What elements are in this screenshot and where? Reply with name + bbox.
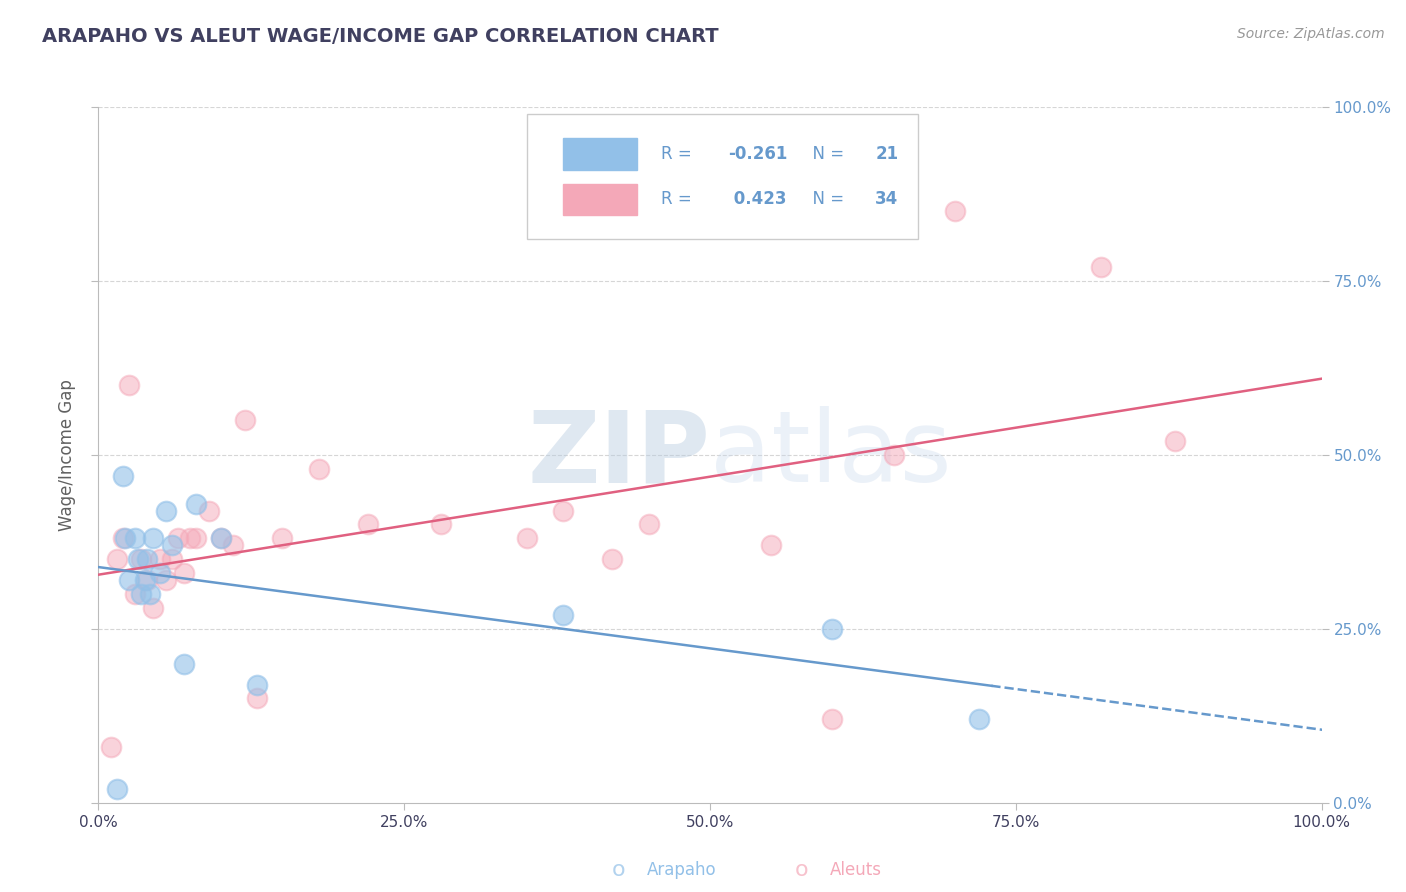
- Point: [129, 587, 152, 601]
- Point: [142, 601, 165, 615]
- Point: [124, 532, 146, 546]
- Point: [111, 468, 134, 483]
- Point: [1090, 260, 1112, 274]
- Point: [553, 503, 575, 517]
- Point: [209, 532, 232, 546]
- Point: [967, 712, 990, 726]
- Point: [100, 740, 122, 755]
- Point: [600, 552, 623, 566]
- Point: [160, 538, 183, 552]
- Text: -0.261: -0.261: [728, 145, 787, 162]
- Point: [356, 517, 378, 532]
- Point: [155, 573, 177, 587]
- Point: [118, 573, 141, 587]
- Point: [114, 532, 136, 546]
- Point: [308, 462, 330, 476]
- Y-axis label: Wage/Income Gap: Wage/Income Gap: [58, 379, 76, 531]
- Point: [179, 532, 201, 546]
- Point: [1164, 434, 1187, 448]
- Point: [142, 532, 165, 546]
- Point: [222, 538, 245, 552]
- Point: [209, 532, 232, 546]
- Point: [173, 566, 195, 581]
- Point: [638, 517, 661, 532]
- Point: [139, 587, 162, 601]
- Point: [186, 532, 208, 546]
- Text: ZIP: ZIP: [527, 407, 710, 503]
- Point: [136, 552, 159, 566]
- Point: [761, 538, 783, 552]
- Point: [134, 573, 156, 587]
- Point: [515, 532, 537, 546]
- Point: [270, 532, 294, 546]
- Text: Source: ZipAtlas.com: Source: ZipAtlas.com: [1237, 27, 1385, 41]
- Point: [136, 573, 159, 587]
- Point: [149, 566, 172, 581]
- Text: o: o: [794, 860, 808, 880]
- Point: [553, 607, 575, 622]
- Text: ARAPAHO VS ALEUT WAGE/INCOME GAP CORRELATION CHART: ARAPAHO VS ALEUT WAGE/INCOME GAP CORRELA…: [42, 27, 718, 45]
- Point: [105, 781, 128, 796]
- Point: [167, 532, 190, 546]
- Point: [186, 497, 208, 511]
- Point: [197, 503, 219, 517]
- Point: [105, 552, 128, 566]
- Text: 21: 21: [875, 145, 898, 162]
- Point: [233, 413, 256, 427]
- Text: 34: 34: [875, 190, 898, 208]
- Point: [430, 517, 453, 532]
- Text: N =: N =: [801, 145, 849, 162]
- Text: Arapaho: Arapaho: [647, 861, 717, 879]
- Point: [821, 712, 844, 726]
- Text: R =: R =: [661, 145, 697, 162]
- Point: [943, 204, 966, 219]
- Bar: [564, 138, 637, 169]
- Text: atlas: atlas: [710, 407, 952, 503]
- Text: N =: N =: [801, 190, 849, 208]
- Point: [124, 587, 146, 601]
- Point: [155, 503, 177, 517]
- Text: Aleuts: Aleuts: [830, 861, 882, 879]
- Point: [883, 448, 905, 462]
- Text: o: o: [612, 860, 626, 880]
- FancyBboxPatch shape: [526, 114, 918, 239]
- Bar: [564, 184, 637, 215]
- Point: [821, 622, 844, 636]
- Point: [160, 552, 183, 566]
- Point: [118, 378, 141, 392]
- Point: [149, 552, 172, 566]
- Point: [127, 552, 149, 566]
- Point: [129, 552, 152, 566]
- Point: [111, 532, 134, 546]
- Point: [246, 677, 269, 691]
- Point: [173, 657, 195, 671]
- Point: [246, 691, 269, 706]
- Text: R =: R =: [661, 190, 697, 208]
- Text: 0.423: 0.423: [728, 190, 787, 208]
